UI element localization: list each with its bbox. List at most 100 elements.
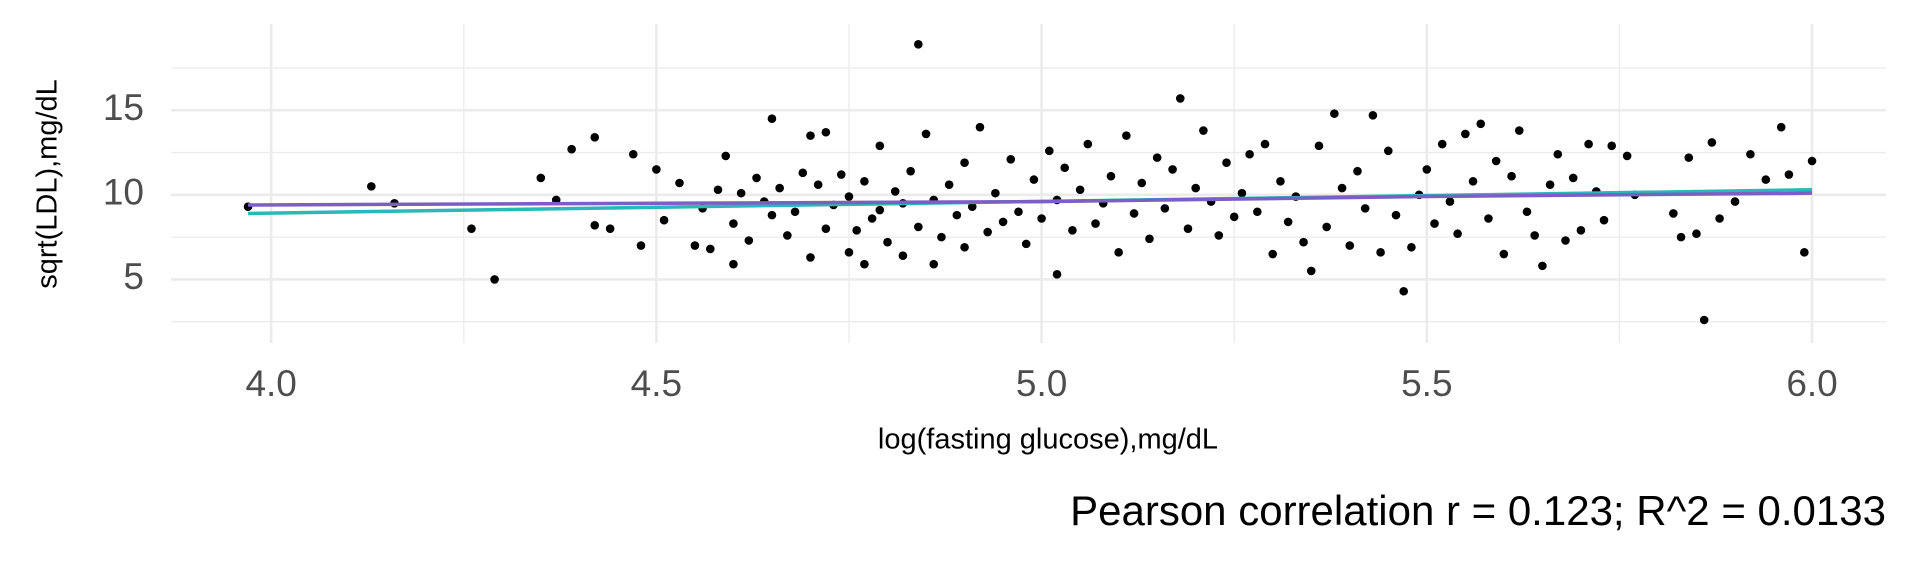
point [952, 210, 962, 220]
point [1715, 214, 1724, 223]
point [1607, 141, 1617, 151]
point [875, 141, 885, 151]
annotation: Pearson correlation r = 0.123; R^2 = 0.0… [1070, 487, 1886, 534]
point [1499, 249, 1509, 259]
point [1268, 249, 1278, 259]
point [798, 168, 808, 178]
point [706, 244, 715, 254]
point [975, 122, 985, 132]
point [1399, 286, 1409, 296]
point [1507, 171, 1516, 181]
point [929, 259, 939, 269]
point [1137, 178, 1147, 188]
point [1037, 214, 1046, 223]
point [806, 253, 815, 262]
point [1168, 165, 1177, 174]
point [767, 114, 777, 124]
point [1730, 197, 1740, 206]
point [967, 202, 977, 211]
point [790, 207, 800, 217]
point [1522, 207, 1532, 217]
point [1052, 270, 1062, 279]
point [590, 133, 600, 142]
point [1545, 180, 1555, 189]
point [1114, 248, 1123, 257]
point [752, 173, 761, 183]
point [898, 251, 908, 261]
point [821, 224, 831, 233]
point [1807, 156, 1817, 166]
point [1014, 207, 1023, 217]
x-tick-label: 6.0 [1786, 363, 1837, 404]
point [1276, 177, 1285, 186]
point [1029, 175, 1039, 184]
y-axis-title: sqrt(LDL),mg/dL [32, 79, 64, 289]
x-axis-title: log(fasting glucose),mg/dL [878, 424, 1218, 456]
point [1045, 146, 1054, 156]
point [628, 149, 638, 159]
point [1191, 183, 1200, 193]
point [1183, 224, 1193, 233]
point [1669, 209, 1678, 218]
point [1445, 197, 1455, 206]
point [998, 217, 1008, 227]
point [844, 248, 854, 257]
point [883, 237, 892, 247]
point [1461, 129, 1470, 139]
x-tick-label: 4.5 [631, 363, 682, 404]
point [1006, 155, 1016, 164]
point [1083, 139, 1093, 149]
point [1353, 166, 1362, 176]
point [852, 226, 861, 235]
point [721, 151, 731, 161]
point [821, 127, 831, 137]
point [906, 166, 915, 176]
point [1391, 210, 1401, 220]
point [713, 185, 723, 195]
point [1175, 94, 1185, 103]
y-tick-label: 15 [103, 87, 144, 128]
point [590, 220, 600, 230]
point [1491, 156, 1501, 166]
point [1422, 165, 1432, 174]
point [1337, 183, 1347, 193]
point [1068, 226, 1077, 235]
point [1568, 173, 1578, 183]
point [991, 188, 1000, 198]
point [1514, 126, 1524, 135]
point [690, 241, 700, 250]
point [1430, 219, 1439, 228]
point [659, 215, 669, 225]
point [1237, 188, 1247, 198]
point [729, 259, 738, 269]
point [1021, 239, 1031, 249]
point [860, 177, 869, 186]
y-tick-label: 5 [123, 256, 144, 297]
point [1784, 170, 1794, 179]
point [1075, 185, 1085, 195]
point [1622, 151, 1632, 161]
x-tick-label: 4.0 [245, 363, 296, 404]
point [1599, 215, 1609, 225]
point [844, 192, 854, 201]
point [1453, 229, 1462, 239]
point [1692, 229, 1701, 239]
point [567, 144, 576, 154]
point [1345, 241, 1355, 250]
point [875, 205, 885, 215]
point [921, 129, 931, 139]
point [1699, 315, 1709, 325]
point [1129, 209, 1139, 218]
point [1468, 177, 1478, 186]
point [1538, 261, 1547, 271]
point [960, 242, 969, 252]
point [937, 232, 946, 242]
point [675, 178, 684, 188]
point [806, 131, 815, 140]
point [890, 187, 900, 196]
y-tick-label: 10 [103, 172, 144, 213]
point [836, 170, 846, 179]
point [1306, 266, 1316, 276]
point [1152, 153, 1162, 162]
point [1676, 232, 1686, 242]
